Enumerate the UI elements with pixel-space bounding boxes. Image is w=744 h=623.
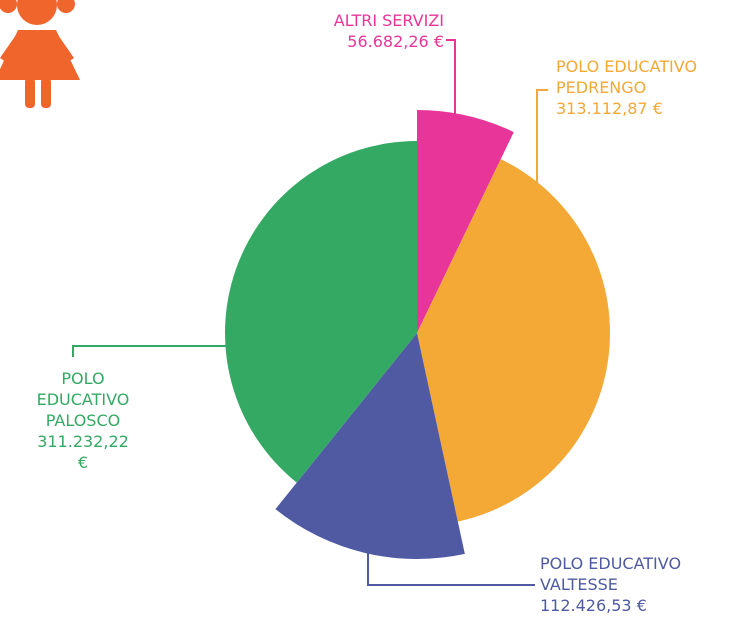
leader-line <box>536 89 548 255</box>
slice-label: POLO EDUCATIVO PEDRENGO 313.112,87 € <box>556 56 726 119</box>
leader-line <box>367 520 535 586</box>
girl-icon <box>0 0 80 108</box>
slice-label: POLO EDUCATIVO PALOSCO 311.232,22 € <box>35 368 131 473</box>
pie-slice <box>417 159 610 522</box>
pie-slice <box>275 333 465 559</box>
value-label: 311.232,22 € <box>37 432 129 472</box>
category-name: POLO EDUCATIVO PEDRENGO <box>556 57 698 97</box>
value-label: 112.426,53 € <box>540 596 647 615</box>
pie-slice <box>417 110 514 333</box>
category-name: POLO EDUCATIVO PALOSCO <box>36 369 130 430</box>
slice-label: ALTRI SERVIZI 56.682,26 € <box>244 10 444 52</box>
value-label: 56.682,26 € <box>347 32 444 51</box>
category-name: POLO EDUCATIVO VALTESSE <box>540 554 682 594</box>
leader-line <box>446 39 456 180</box>
slice-label: POLO EDUCATIVO VALTESSE 112.426,53 € <box>540 553 710 616</box>
category-name: ALTRI SERVIZI <box>333 11 444 30</box>
pie-slice <box>225 141 417 483</box>
value-label: 313.112,87 € <box>556 99 663 118</box>
leader-line <box>72 345 278 357</box>
